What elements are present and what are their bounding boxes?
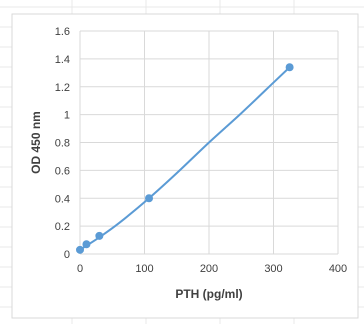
x-tick-label-0: 0 — [77, 263, 83, 275]
y-tick-label-2: 0.4 — [55, 193, 70, 205]
x-tick-label-3: 300 — [264, 263, 282, 275]
data-point-1 — [83, 241, 90, 248]
data-point-4 — [286, 64, 293, 71]
y-tick-label-5: 1 — [64, 110, 70, 122]
y-tick-labels: 0 0.2 0.4 0.6 0.8 1 1.2 1.4 1.6 — [55, 26, 70, 261]
x-tick-label-2: 200 — [200, 263, 218, 275]
data-point-0 — [77, 246, 84, 253]
x-axis-title: PTH (pg/ml) — [175, 287, 242, 301]
y-tick-label-6: 1.2 — [55, 82, 70, 94]
y-axis-title: OD 450 nm — [29, 111, 43, 174]
x-tick-label-1: 100 — [135, 263, 153, 275]
y-tick-label-8: 1.6 — [55, 26, 70, 38]
y-tick-label-0: 0 — [64, 249, 70, 261]
y-tick-label-1: 0.2 — [55, 221, 70, 233]
data-point-3 — [146, 195, 153, 202]
y-tick-label-7: 1.4 — [55, 54, 70, 66]
y-tick-label-3: 0.6 — [55, 165, 70, 177]
y-tick-label-4: 0.8 — [55, 138, 70, 150]
data-point-2 — [96, 232, 103, 239]
x-tick-label-4: 400 — [329, 263, 347, 275]
